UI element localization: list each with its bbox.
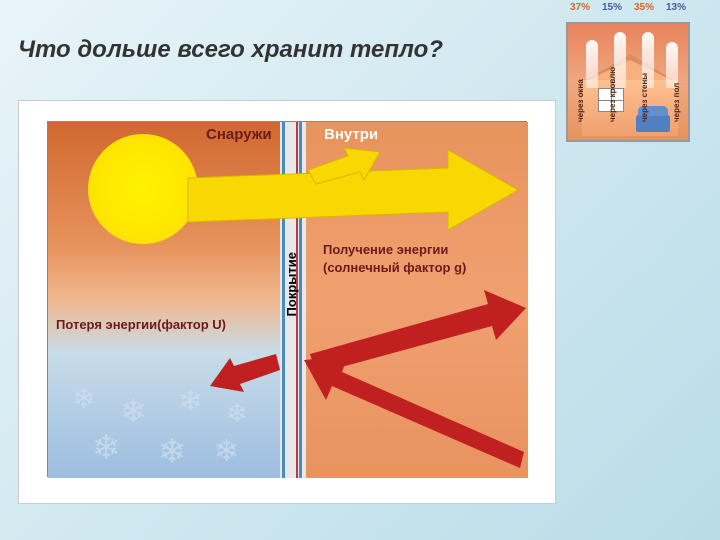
label-energy-gain-1: Получение энергии	[323, 242, 448, 257]
glass-pane-2	[299, 122, 302, 478]
vlabel-roof: через кровлю	[608, 36, 617, 122]
snowflake-icon: ❄	[214, 434, 239, 469]
snowflake-icon: ❄	[120, 392, 147, 430]
vlabel-floor: через пол	[672, 36, 681, 122]
pct-walls: 35%	[634, 2, 654, 13]
label-energy-gain-2: (солнечный фактор g)	[323, 260, 466, 275]
vlabel-walls: через стены	[640, 36, 649, 122]
sun-icon	[88, 134, 198, 244]
window-energy-diagram: Снаружи Внутри Покрытие Получение энерги…	[18, 100, 556, 504]
snowflake-icon: ❄	[226, 398, 248, 429]
inside-pane	[306, 122, 528, 478]
pct-windows: 37%	[570, 2, 590, 13]
snowflake-icon: ❄	[92, 428, 121, 468]
diagram-panel: Снаружи Внутри Покрытие Получение энерги…	[47, 121, 527, 477]
label-energy-loss: Потеря энергии(фактор U)	[56, 317, 226, 332]
pct-floor: 13%	[666, 2, 686, 13]
label-coating: Покрытие	[284, 252, 299, 316]
label-inside: Внутри	[324, 126, 378, 143]
snowflake-icon: ❄	[158, 432, 187, 472]
vlabel-windows: через окна	[576, 36, 585, 122]
page-title: Что дольше всего хранит тепло?	[18, 36, 443, 64]
label-outside: Снаружи	[206, 126, 272, 143]
snowflake-icon: ❄	[178, 384, 203, 419]
heatloss-labels: через окна через кровлю через стены чере…	[564, 36, 692, 142]
snowflake-icon: ❄	[72, 382, 95, 415]
percentage-row: 37% 15% 35% 13%	[564, 2, 692, 13]
pct-roof: 15%	[602, 2, 622, 13]
